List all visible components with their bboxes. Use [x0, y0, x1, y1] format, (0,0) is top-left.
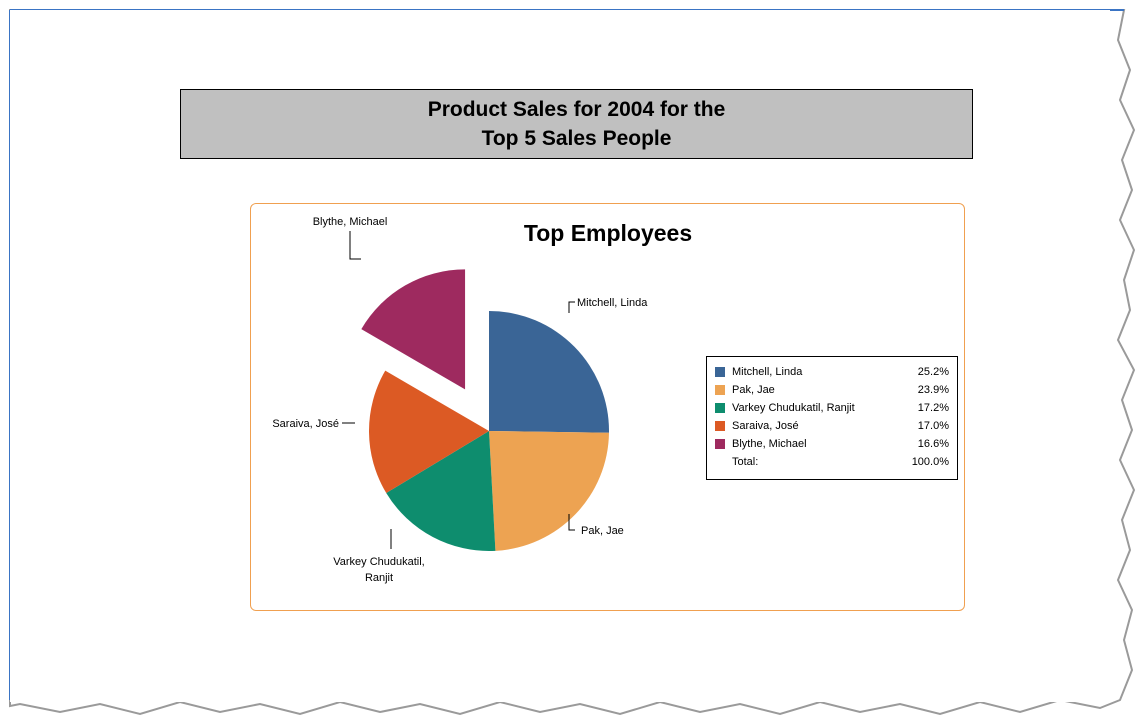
label-varkey-line1: Varkey Chudukatil, [333, 556, 425, 568]
legend-row: Pak, Jae 23.9% [715, 381, 949, 399]
legend-name: Varkey Chudukatil, Ranjit [732, 402, 855, 414]
slice-saraiva [369, 370, 489, 493]
legend-name: Saraiva, José [732, 420, 799, 432]
legend-percent: 17.0% [917, 420, 949, 432]
label-saraiva: Saraiva, José [272, 418, 339, 430]
label-pak: Pak, Jae [581, 525, 624, 537]
report-page: Product Sales for 2004 for the Top 5 Sal… [10, 10, 1110, 702]
legend-swatch [715, 385, 725, 395]
label-mitchell: Mitchell, Linda [577, 297, 648, 309]
legend-swatch [715, 421, 725, 431]
slice-mitchell [489, 311, 609, 433]
slice-varkey [386, 431, 496, 551]
legend-row: Varkey Chudukatil, Ranjit 17.2% [715, 399, 949, 417]
legend-name: Mitchell, Linda [732, 366, 803, 378]
chart-legend: Mitchell, Linda 25.2% Pak, Jae 23.9% Varkey … [706, 356, 958, 480]
legend-swatch [715, 403, 725, 413]
legend-name: Blythe, Michael [732, 438, 807, 450]
legend-percent: 25.2% [917, 366, 949, 378]
chart-title: Top Employees [523, 220, 693, 246]
legend-swatch-empty [715, 457, 725, 467]
legend-percent: 17.2% [917, 402, 949, 414]
pie-chart-svg: Mitchell, Linda Pak, Jae Varkey Chudukatil… [272, 216, 648, 584]
legend-row: Saraiva, José 17.0% [715, 417, 949, 435]
report-title: Product Sales for 2004 for the Top 5 Sal… [180, 89, 973, 159]
label-varkey-line2: Ranjit [365, 572, 393, 584]
leader-pak [568, 514, 575, 531]
slice-blythe [361, 269, 466, 390]
legend-total-row: Total: 100.0% [715, 453, 949, 471]
legend-total-percent: 100.0% [911, 456, 949, 468]
legend-row: Mitchell, Linda 25.2% [715, 363, 949, 381]
legend-percent: 16.6% [917, 438, 949, 450]
label-blythe: Blythe, Michael [313, 216, 388, 228]
pie-chart-area: Mitchell, Linda Pak, Jae Varkey Chudukatil… [250, 203, 965, 611]
slice-pak [489, 431, 609, 551]
legend-name: Pak, Jae [732, 384, 775, 396]
legend-percent: 23.9% [917, 384, 949, 396]
report-title-line-2: Top 5 Sales People [481, 127, 672, 150]
leader-blythe [349, 231, 361, 260]
report-title-line-1: Product Sales for 2004 for the [427, 98, 726, 121]
leader-mitchell [568, 301, 575, 313]
legend-swatch [715, 439, 725, 449]
legend-row: Blythe, Michael 16.6% [715, 435, 949, 453]
legend-total-label: Total: [732, 456, 759, 468]
legend-swatch [715, 367, 725, 377]
